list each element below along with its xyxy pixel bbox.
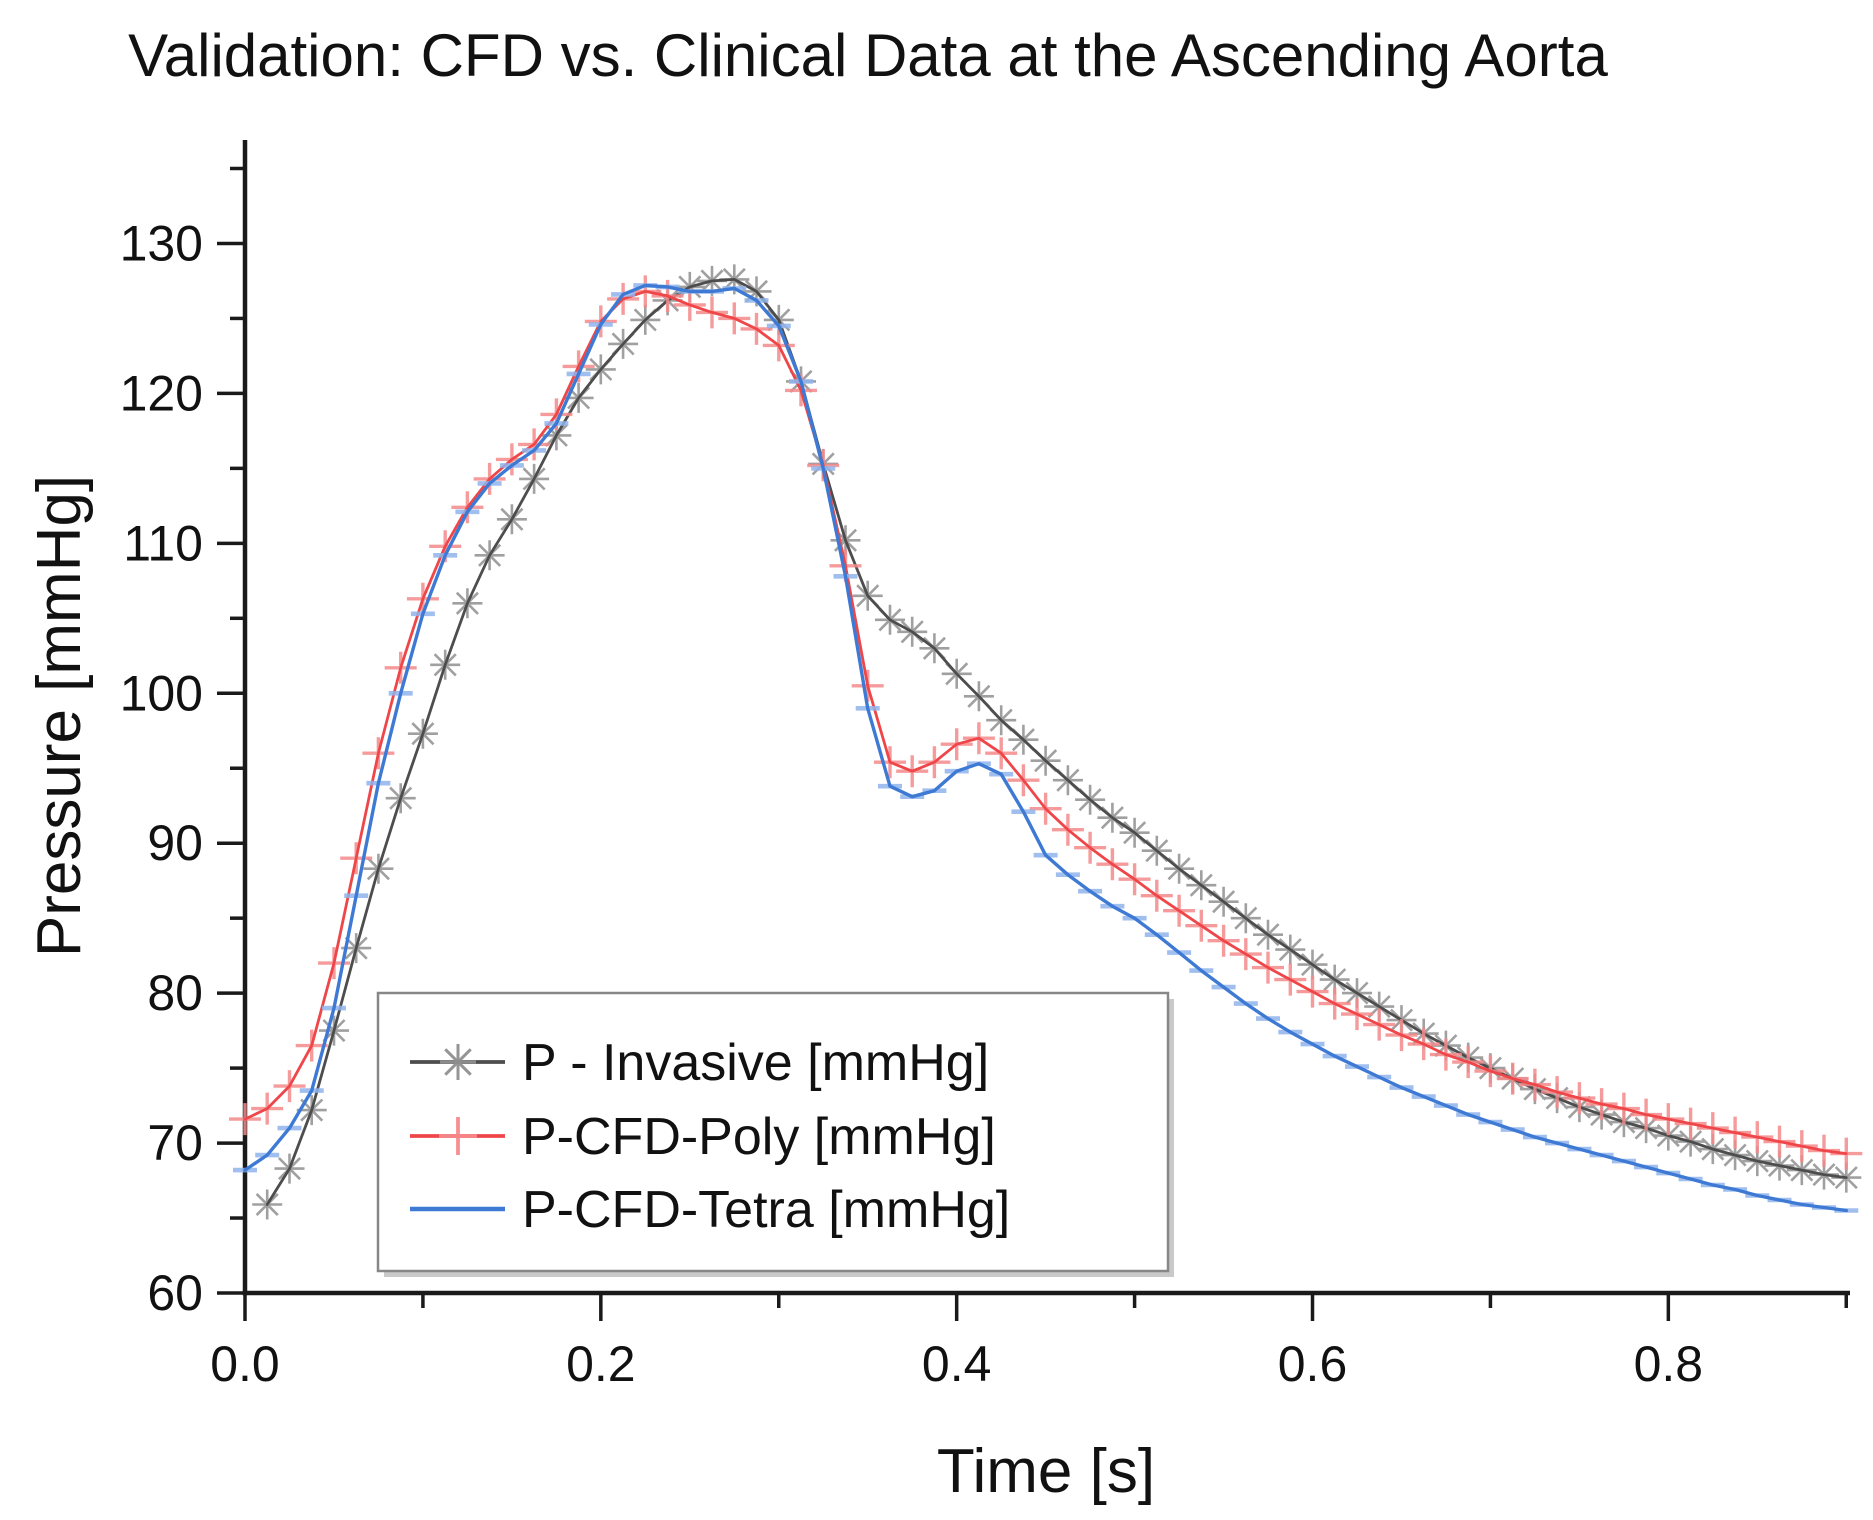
series-line — [243, 283, 1848, 1213]
y-tick-label: 80 — [147, 965, 203, 1021]
data-series — [229, 264, 1863, 1220]
plus-icon — [439, 1117, 477, 1155]
x-tick-label: 0.2 — [566, 1336, 636, 1392]
y-axis-title: Pressure [mmHg] — [25, 475, 94, 957]
x-tick-label: 0.6 — [1278, 1336, 1348, 1392]
series-cfd-tetra — [233, 283, 1859, 1213]
legend: P - Invasive [mmHg] P-CFD-Poly [mmHg] P-CF… — [376, 991, 1174, 1277]
x-tick-label: 0.0 — [210, 1336, 280, 1392]
legend-box — [376, 991, 1170, 1273]
series-line — [265, 278, 1848, 1206]
y-tick-label: 90 — [147, 815, 203, 871]
legend-entry: P-CFD-Poly [mmHg] — [410, 1108, 996, 1166]
y-tick-label: 120 — [120, 365, 203, 421]
legend-label: P - Invasive [mmHg] — [522, 1034, 989, 1092]
x-tick-label: 0.4 — [922, 1336, 992, 1392]
series-cfd-poly — [229, 275, 1863, 1170]
y-tick-label: 70 — [147, 1115, 203, 1171]
asterisk-icon — [440, 1044, 476, 1080]
axes: 60 70 80 90 100 110 120 130 0.0 0.2 0.4 0.6 0.8 — [120, 140, 1850, 1392]
y-tick-label: 100 — [120, 665, 203, 721]
x-tick-label: 0.8 — [1634, 1336, 1704, 1392]
x-axis-title: Time [s] — [937, 1437, 1155, 1506]
legend-entry: P-CFD-Tetra [mmHg] — [410, 1181, 1010, 1239]
chart-title: Validation: CFD vs. Clinical Data at the… — [128, 22, 1608, 89]
series-line — [243, 290, 1848, 1155]
y-tick-label: 130 — [120, 215, 203, 271]
legend-entry: P - Invasive [mmHg] — [410, 1034, 989, 1092]
legend-label: P-CFD-Poly [mmHg] — [522, 1108, 996, 1166]
y-tick-label: 110 — [123, 515, 203, 571]
legend-label: P-CFD-Tetra [mmHg] — [522, 1181, 1010, 1239]
y-tick-label: 60 — [147, 1265, 203, 1321]
